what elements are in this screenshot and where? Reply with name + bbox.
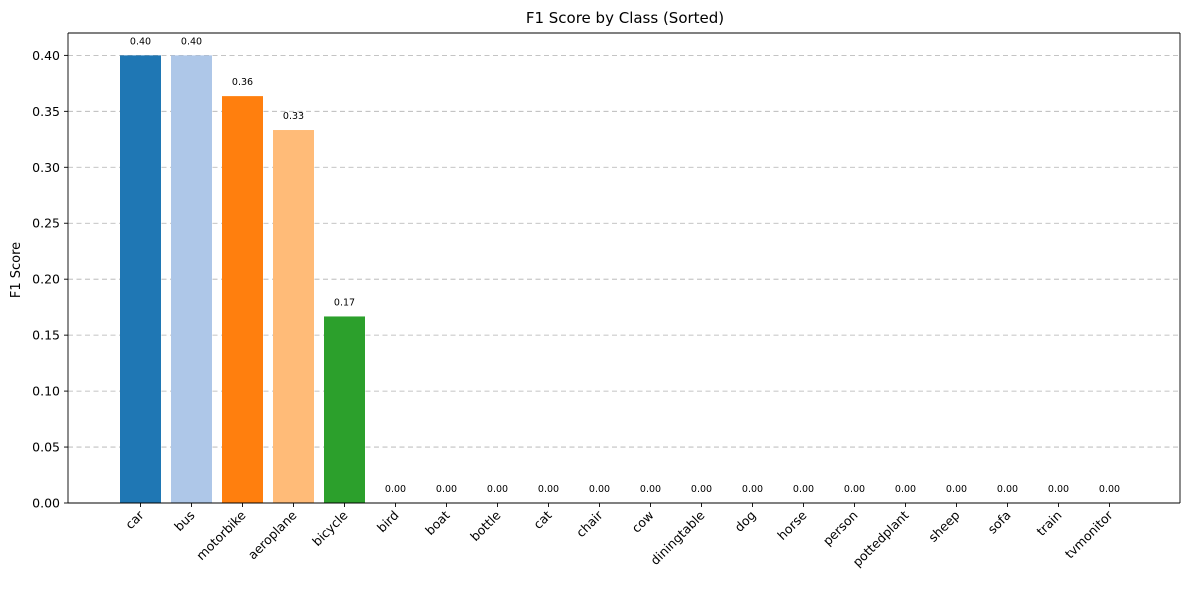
bar-value-label: 0.00: [997, 484, 1018, 495]
x-tick-label: chair: [573, 507, 606, 540]
bar-value-label: 0.00: [1048, 484, 1069, 495]
y-tick-label: 0.40: [32, 48, 60, 63]
x-tick-label: bird: [374, 508, 402, 536]
bar-value-label: 0.00: [589, 484, 610, 495]
x-tick-label: diningtable: [647, 507, 708, 568]
bar-car: [120, 55, 161, 503]
bar-value-label: 0.00: [691, 484, 712, 495]
y-tick-label: 0.10: [32, 384, 60, 399]
x-tick-label: car: [122, 507, 147, 532]
bar-value-label: 0.00: [895, 484, 916, 495]
axes: [64, 32, 1181, 507]
x-tick-label: motorbike: [193, 507, 249, 563]
bar-value-label: 0.00: [742, 484, 763, 495]
x-tick-label: tvmonitor: [1062, 507, 1116, 561]
y-tick-label: 0.00: [32, 496, 60, 511]
x-tick-label: train: [1033, 508, 1064, 539]
x-tick-label: boat: [422, 507, 453, 538]
chart-title: F1 Score by Class (Sorted): [526, 9, 724, 27]
bar-value-label: 0.00: [946, 484, 967, 495]
bar-value-label: 0.00: [436, 484, 457, 495]
bar-value-label: 0.33: [283, 111, 304, 122]
y-tick-label: 0.35: [32, 104, 60, 119]
y-tick-label: 0.25: [32, 216, 60, 231]
bar-value-label: 0.00: [793, 484, 814, 495]
y-tick-label: 0.15: [32, 328, 60, 343]
bar-value-label: 0.40: [181, 36, 202, 47]
x-tick-label: aeroplane: [245, 507, 300, 562]
bar-motorbike: [222, 96, 263, 503]
bar-value-label: 0.00: [1099, 484, 1120, 495]
x-tick-label: horse: [774, 507, 810, 543]
x-tick-label: bicycle: [309, 507, 351, 549]
bar-value-label: 0.00: [538, 484, 559, 495]
bars: [120, 55, 365, 503]
x-tick-label: cow: [629, 508, 657, 536]
bar-value-label: 0.00: [385, 484, 406, 495]
bar-value-label: 0.36: [232, 77, 253, 88]
x-tick-label: sheep: [925, 507, 962, 544]
x-tick-label: dog: [731, 508, 758, 535]
x-tick-label: bus: [171, 508, 197, 534]
grid-lines: [68, 54, 1180, 448]
y-tick-label: 0.05: [32, 440, 60, 455]
bar-value-label: 0.17: [334, 297, 355, 308]
bar-value-label: 0.00: [487, 484, 508, 495]
bar-bicycle: [324, 316, 365, 503]
y-tick-label: 0.20: [32, 272, 60, 287]
bar-bus: [171, 55, 212, 503]
y-axis-label: F1 Score: [9, 242, 24, 298]
x-tick-label: bottle: [467, 507, 504, 544]
x-tick-label: sofa: [984, 508, 1013, 537]
y-tick-label: 0.30: [32, 160, 60, 175]
bar-value-label: 0.40: [130, 36, 151, 47]
x-tick-label: cat: [530, 507, 554, 531]
bar-value-label: 0.00: [844, 484, 865, 495]
bar-value-label: 0.00: [640, 484, 661, 495]
x-tick-label: person: [820, 508, 861, 549]
bar-aeroplane: [273, 130, 314, 503]
